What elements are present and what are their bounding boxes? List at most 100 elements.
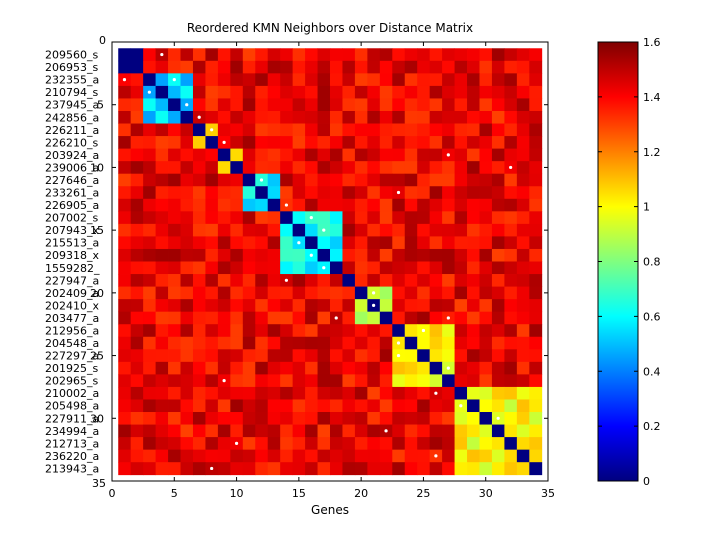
matrix-cell <box>330 374 343 388</box>
matrix-cell <box>280 361 294 375</box>
matrix-cell <box>379 437 393 451</box>
x-tick-label: 5 <box>171 487 178 500</box>
matrix-cell <box>504 412 518 425</box>
matrix-cell <box>180 85 194 99</box>
matrix-cell <box>404 386 418 400</box>
matrix-cell <box>168 98 181 112</box>
matrix-cell <box>404 286 418 300</box>
row-label: 209318_x <box>45 249 99 262</box>
matrix-cell <box>267 336 281 350</box>
matrix-cell <box>491 361 505 375</box>
matrix-cell <box>230 73 244 87</box>
neighbor-marker <box>297 241 301 245</box>
matrix-cell <box>180 261 194 275</box>
matrix-cell <box>442 173 455 187</box>
matrix-cell <box>292 110 306 124</box>
matrix-cell <box>479 311 493 325</box>
matrix-cell <box>155 186 169 200</box>
matrix-cell <box>479 412 493 425</box>
matrix-cell <box>429 148 443 162</box>
matrix-cell <box>130 424 144 438</box>
matrix-cell <box>417 449 431 463</box>
row-label: 226210_s <box>45 136 98 149</box>
matrix-cell <box>217 186 231 200</box>
matrix-cell <box>516 311 530 325</box>
matrix-cell <box>192 211 206 225</box>
matrix-cell <box>504 437 518 451</box>
matrix-cell <box>143 311 156 325</box>
matrix-cell <box>280 324 294 338</box>
matrix-cell <box>330 248 343 262</box>
matrix-cell <box>143 437 156 451</box>
row-label: 215513_a <box>45 237 99 250</box>
matrix-cell <box>305 85 318 99</box>
matrix-cell <box>205 186 219 200</box>
y-tick-label: 5 <box>97 99 104 112</box>
matrix-cell <box>504 48 518 62</box>
matrix-cell <box>280 449 294 463</box>
matrix-cell <box>267 198 281 212</box>
matrix-cell <box>217 349 231 363</box>
matrix-cell <box>491 349 505 363</box>
matrix-cell <box>417 274 431 287</box>
matrix-cell <box>217 161 231 175</box>
matrix-cell <box>392 424 406 438</box>
matrix-cell <box>516 361 530 375</box>
matrix-cell <box>342 286 356 300</box>
matrix-cell <box>342 349 356 363</box>
matrix-cell <box>516 274 530 287</box>
matrix-cell <box>342 85 356 99</box>
row-label: 210794_s <box>45 86 98 99</box>
matrix-cell <box>280 48 294 62</box>
matrix-cell <box>192 136 206 150</box>
matrix-cell <box>330 60 343 74</box>
matrix-cell <box>168 248 181 262</box>
matrix-cell <box>379 136 393 150</box>
matrix-cell <box>454 336 468 350</box>
matrix-cell <box>454 236 468 250</box>
matrix-cell <box>217 236 231 250</box>
matrix-cell <box>330 236 343 250</box>
matrix-cell <box>442 136 455 150</box>
neighbor-marker <box>446 316 450 320</box>
matrix-cell <box>143 349 156 363</box>
matrix-cell <box>367 73 381 87</box>
matrix-cell <box>255 299 269 313</box>
matrix-cell <box>292 462 306 476</box>
matrix-cell <box>242 424 256 438</box>
matrix-cell <box>442 299 455 313</box>
matrix-cell <box>305 161 318 175</box>
matrix-cell <box>255 161 269 175</box>
matrix-cell <box>330 85 343 99</box>
matrix-cell <box>429 198 443 212</box>
matrix-cell <box>292 248 306 262</box>
matrix-cell <box>255 198 269 212</box>
matrix-cell <box>230 274 244 287</box>
matrix-cell <box>504 73 518 87</box>
matrix-cell <box>429 361 443 375</box>
matrix-cell <box>155 361 169 375</box>
matrix-cell <box>205 223 219 237</box>
matrix-cell <box>417 437 431 451</box>
matrix-cell <box>392 60 406 74</box>
matrix-cell <box>255 223 269 237</box>
matrix-cell <box>429 286 443 300</box>
matrix-cell <box>192 424 206 438</box>
matrix-cell <box>305 412 318 425</box>
matrix-cell <box>404 123 418 137</box>
neighbor-marker <box>459 404 463 408</box>
matrix-cell <box>217 223 231 237</box>
matrix-cell <box>417 98 431 112</box>
neighbor-marker <box>309 253 313 257</box>
matrix-cell <box>417 336 431 350</box>
matrix-cell <box>504 248 518 262</box>
matrix-cell <box>454 261 468 275</box>
matrix-cell <box>217 449 231 463</box>
matrix-cell <box>180 161 194 175</box>
row-label: 227297_a <box>45 350 99 363</box>
matrix-cell <box>168 449 181 463</box>
matrix-cell <box>143 173 156 187</box>
matrix-cell <box>205 311 219 325</box>
matrix-cell <box>130 336 144 350</box>
matrix-cell <box>529 110 543 124</box>
